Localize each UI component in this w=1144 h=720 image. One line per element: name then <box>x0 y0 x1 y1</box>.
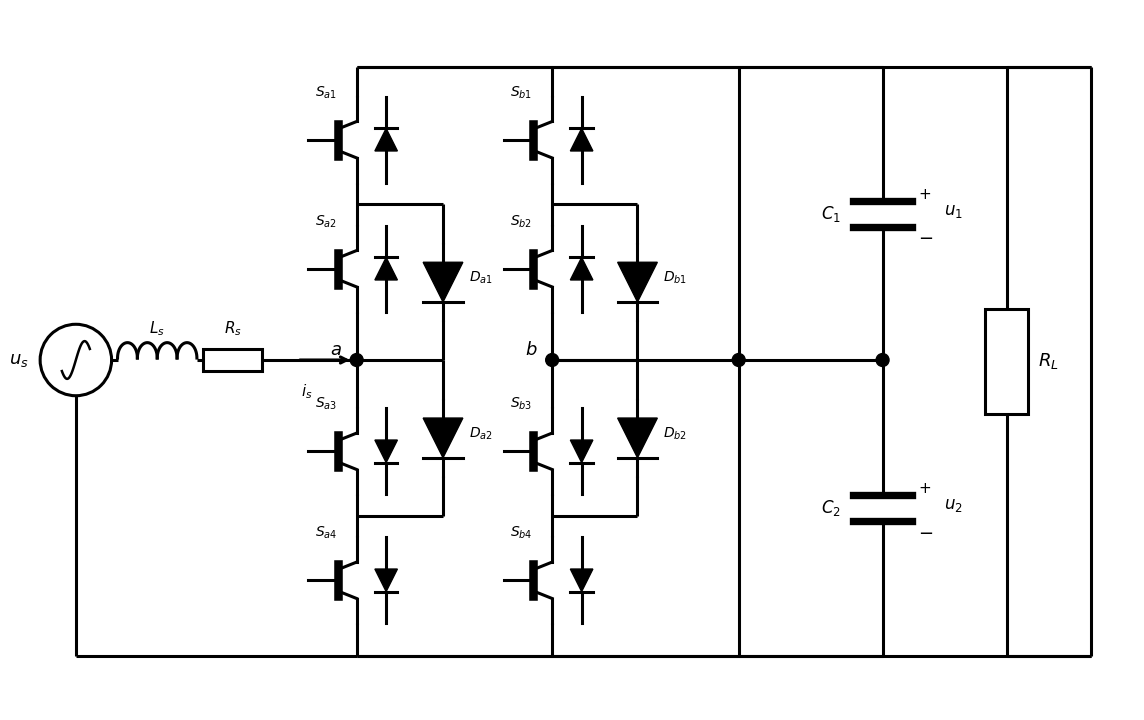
FancyBboxPatch shape <box>202 349 262 371</box>
Text: $S_{a4}$: $S_{a4}$ <box>315 525 337 541</box>
Text: −: − <box>919 525 934 543</box>
Text: $R_s$: $R_s$ <box>224 320 241 338</box>
Text: $C_2$: $C_2$ <box>821 498 841 518</box>
Polygon shape <box>571 258 593 280</box>
Polygon shape <box>423 418 463 458</box>
Polygon shape <box>375 258 397 280</box>
Text: +: + <box>919 482 931 497</box>
Polygon shape <box>375 440 397 462</box>
Polygon shape <box>618 418 658 458</box>
Text: $i_s$: $i_s$ <box>301 382 312 400</box>
Text: $R_L$: $R_L$ <box>1039 351 1059 372</box>
Polygon shape <box>571 569 593 592</box>
Text: +: + <box>919 187 931 202</box>
Text: $a$: $a$ <box>329 341 342 359</box>
Circle shape <box>546 354 558 366</box>
Polygon shape <box>423 262 463 302</box>
Text: $u_2$: $u_2$ <box>944 498 963 514</box>
Text: $D_{a1}$: $D_{a1}$ <box>469 270 493 287</box>
Text: −: − <box>919 230 934 248</box>
Polygon shape <box>375 128 397 151</box>
Text: $u_1$: $u_1$ <box>944 203 963 220</box>
Text: $L_s$: $L_s$ <box>150 320 165 338</box>
Text: $S_{a3}$: $S_{a3}$ <box>315 396 337 413</box>
FancyBboxPatch shape <box>985 310 1028 413</box>
Polygon shape <box>571 440 593 462</box>
Text: $S_{b2}$: $S_{b2}$ <box>510 213 532 230</box>
Text: $S_{a2}$: $S_{a2}$ <box>315 213 336 230</box>
Polygon shape <box>571 128 593 151</box>
Text: $D_{a2}$: $D_{a2}$ <box>469 426 493 442</box>
Text: $S_{b1}$: $S_{b1}$ <box>510 84 532 101</box>
Polygon shape <box>618 262 658 302</box>
Circle shape <box>350 354 363 366</box>
Text: $C_1$: $C_1$ <box>821 204 841 224</box>
Circle shape <box>876 354 889 366</box>
Text: $u_s$: $u_s$ <box>8 351 29 369</box>
Circle shape <box>732 354 745 366</box>
Text: $b$: $b$ <box>525 341 538 359</box>
Text: $D_{b1}$: $D_{b1}$ <box>664 270 688 287</box>
Text: $D_{b2}$: $D_{b2}$ <box>664 426 688 442</box>
Polygon shape <box>375 569 397 592</box>
Text: $S_{b4}$: $S_{b4}$ <box>510 525 533 541</box>
Text: $S_{a1}$: $S_{a1}$ <box>315 84 336 101</box>
Text: $S_{b3}$: $S_{b3}$ <box>510 396 532 413</box>
